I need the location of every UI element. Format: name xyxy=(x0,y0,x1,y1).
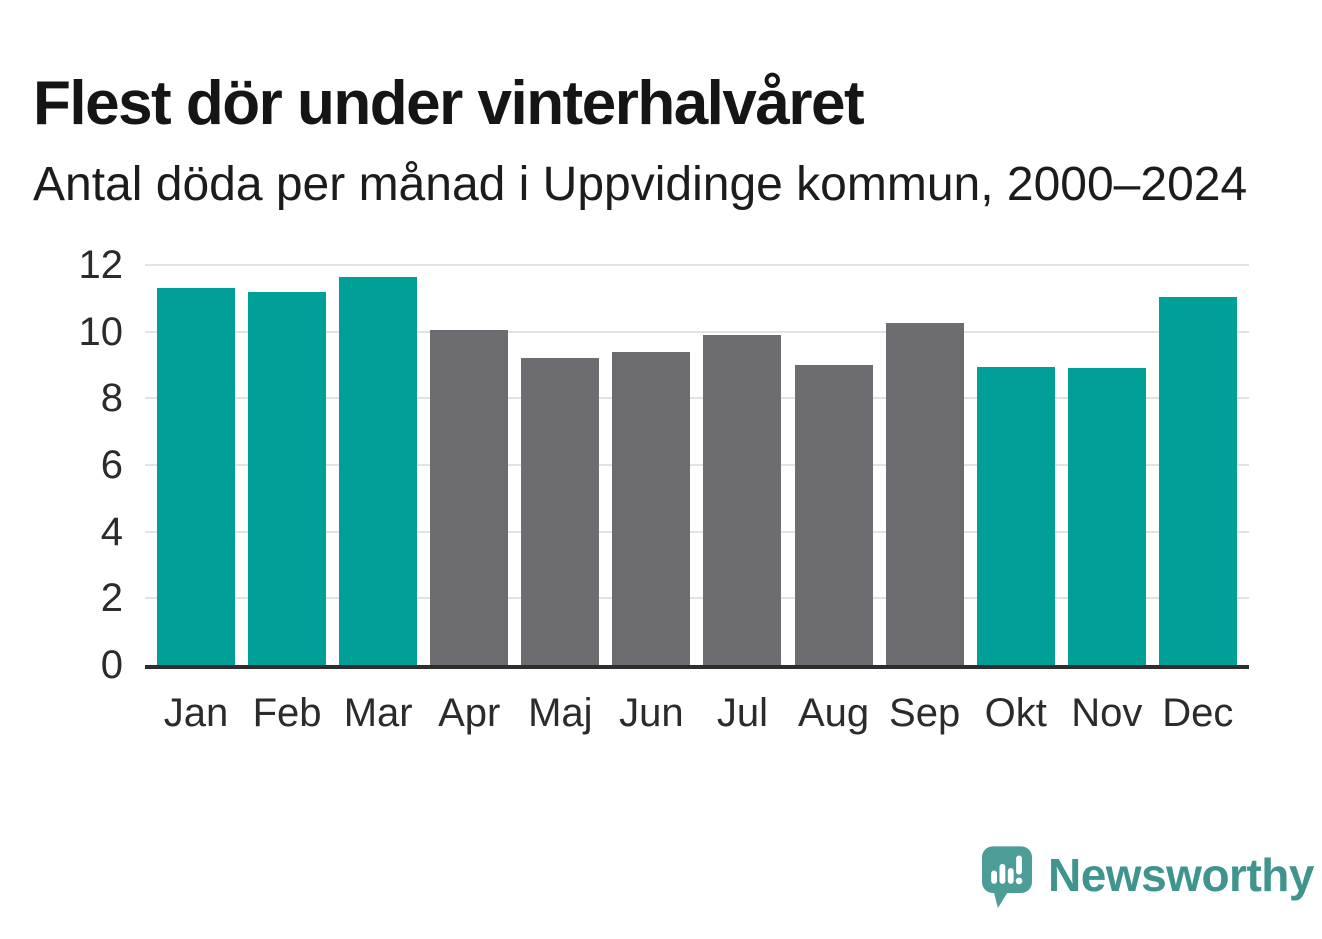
x-label-jun: Jun xyxy=(619,691,684,735)
x-label-maj: Maj xyxy=(528,691,593,735)
chart-subtitle: Antal döda per månad i Uppvidinge kommun… xyxy=(33,158,1248,211)
gridline-10 xyxy=(145,330,1249,333)
bar-nov xyxy=(1067,368,1146,665)
gridline-12 xyxy=(145,264,1249,266)
bar-jan xyxy=(157,288,235,665)
logo-bar-chart-glyph xyxy=(991,855,1023,885)
x-axis-labels: Jan Feb Mar Apr Maj Jun Jul Aug Sep Okt Nov Dec xyxy=(157,691,1237,736)
x-label-sep: Sep xyxy=(889,691,961,735)
bar-jul xyxy=(703,335,782,665)
x-label-nov: Nov xyxy=(1071,691,1143,735)
gridline-8 xyxy=(145,397,1249,400)
x-label-feb: Feb xyxy=(252,691,322,735)
bar-dec xyxy=(1158,296,1237,665)
y-tick-label-12: 12 xyxy=(78,243,124,287)
x-label-aug: Aug xyxy=(797,691,870,735)
y-tick-label-4: 4 xyxy=(100,509,123,554)
x-label-okt: Okt xyxy=(984,691,1047,735)
bar-sep xyxy=(885,323,964,665)
bar-maj xyxy=(521,358,600,665)
gridline-6 xyxy=(145,464,1249,466)
x-label-jul: Jul xyxy=(716,691,769,735)
bars-row xyxy=(157,265,1237,665)
brand-logo: Newsworthy xyxy=(982,846,1314,910)
bar-jun xyxy=(612,351,691,665)
gridline-2 xyxy=(145,597,1249,600)
y-tick-label-6: 6 xyxy=(100,443,123,487)
x-label-apr: Apr xyxy=(438,691,501,735)
bar-apr xyxy=(430,330,509,665)
bar-okt xyxy=(976,366,1055,665)
bar-mar xyxy=(339,276,418,665)
y-tick-label-2: 2 xyxy=(100,576,123,621)
newsworthy-speech-bubble-chart-icon xyxy=(982,846,1032,908)
chart-title: Flest dör under vinterhalvåret xyxy=(33,68,865,138)
gridline-4 xyxy=(145,530,1249,533)
x-label-dec: Dec xyxy=(1162,691,1234,735)
y-tick-label-10: 10 xyxy=(78,309,124,354)
y-tick-label-0: 0 xyxy=(100,643,123,687)
y-tick-label-8: 8 xyxy=(100,376,123,421)
plot-area: 0 2 4 6 8 10 12 Jan Feb Mar Apr Maj Jun Jul Aug Sep Okt… xyxy=(79,245,1249,735)
brand-wordmark: Newsworthy xyxy=(1048,849,1314,901)
bar-aug xyxy=(794,365,873,665)
bar-feb xyxy=(248,291,327,665)
x-label-jan: Jan xyxy=(163,691,229,735)
x-label-mar: Mar xyxy=(343,691,413,735)
